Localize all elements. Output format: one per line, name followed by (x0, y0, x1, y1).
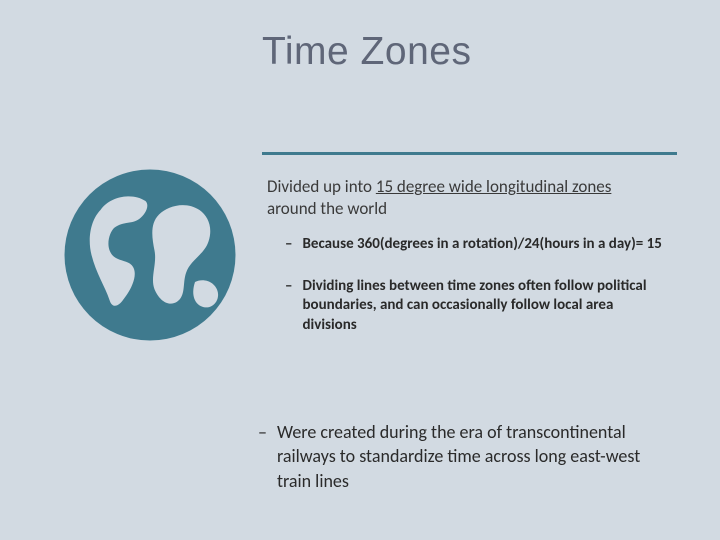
intro-pre: Divided up into (267, 176, 376, 197)
outer-bullet-text: Were created during the era of transcont… (277, 420, 668, 493)
sub-bullet-list: – Because 360(degrees in a rotation)/24(… (285, 235, 665, 357)
bullet-dash: – (285, 235, 292, 255)
divider-line (262, 152, 677, 155)
intro-underlined: 15 degree wide longitudinal zones (376, 176, 612, 197)
bullet-dash: – (258, 420, 267, 493)
list-item-text: Dividing lines between time zones often … (302, 277, 665, 336)
bullet-dash: – (285, 277, 292, 336)
intro-text: Divided up into 15 degree wide longitudi… (267, 176, 662, 220)
list-item: – Because 360(degrees in a rotation)/24(… (285, 235, 665, 255)
outer-bullet: – Were created during the era of transco… (258, 420, 668, 493)
page-title: Time Zones (262, 30, 471, 74)
list-item: – Dividing lines between time zones ofte… (285, 277, 665, 336)
intro-post: around the world (267, 198, 387, 219)
list-item-text: Because 360(degrees in a rotation)/24(ho… (302, 235, 665, 255)
globe-icon (60, 165, 240, 345)
